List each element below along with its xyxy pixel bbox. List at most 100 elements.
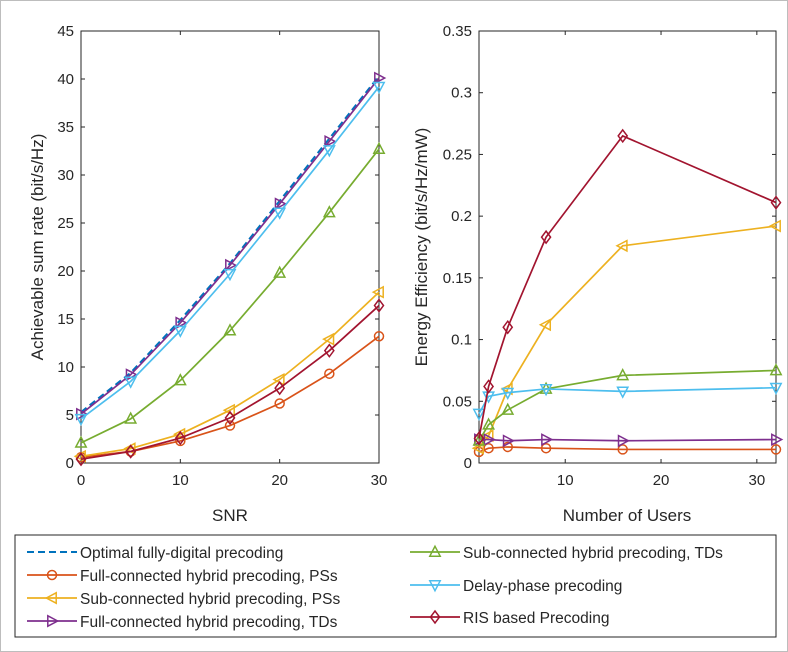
plot-right-xlabel: Number of Users [563, 506, 691, 525]
data-point-full-connected-hybrid-precoding-pss [617, 444, 628, 455]
series-line-full-connected-hybrid-precoding-tds [80, 77, 380, 415]
x-tick-label: 30 [748, 472, 765, 489]
series-ris-based-precoding [473, 128, 782, 446]
data-point-ris-based-precoding [473, 431, 485, 446]
data-point-full-connected-hybrid-precoding-pss [540, 442, 552, 454]
data-point-sub-connected-hybrid-precoding-pss [768, 219, 781, 233]
x-tick-label: 20 [271, 472, 288, 489]
y-tick-label: 10 [57, 359, 74, 376]
plot-left-series [73, 71, 387, 467]
data-point-ris-based-precoding [75, 451, 87, 467]
series-full-connected-hybrid-precoding-tds [76, 71, 387, 421]
data-point-delay-phase-precoding [273, 207, 287, 220]
data-point-full-connected-hybrid-precoding-tds [175, 316, 188, 330]
legend-label: Delay-phase precoding [463, 578, 622, 595]
x-tick-label: 20 [653, 472, 670, 489]
legend-entry-delay-phase-precoding: Delay-phase precoding [410, 578, 622, 595]
y-tick-label: 20 [57, 263, 74, 280]
data-point-delay-phase-precoding [322, 145, 336, 158]
legend-marker [46, 569, 58, 581]
series-delay-phase-precoding [74, 81, 386, 427]
series-line-full-connected-hybrid-precoding-tds [479, 438, 777, 442]
data-point-sub-connected-hybrid-precoding-pss [481, 429, 494, 443]
data-point-full-connected-hybrid-precoding-pss [483, 442, 494, 454]
data-point-sub-connected-hybrid-precoding-tds [74, 435, 88, 448]
data-point-sub-connected-hybrid-precoding-tds [616, 368, 630, 381]
legend: Optimal fully-digital precoding Full-conn… [14, 534, 777, 638]
data-point-delay-phase-precoding [501, 387, 515, 400]
data-point-sub-connected-hybrid-precoding-tds [501, 402, 515, 415]
data-point-sub-connected-hybrid-precoding-tds [372, 141, 386, 155]
data-point-full-connected-hybrid-precoding-tds [374, 71, 387, 85]
plot-right-ticks: 10 20 30 0 0.05 0.1 0.15 0.2 0.25 0.3 0.35 [443, 23, 776, 489]
legend-label: Full-connected hybrid precoding, PSs [80, 568, 338, 585]
data-point-delay-phase-precoding [372, 81, 386, 94]
y-tick-label: 0.2 [451, 208, 472, 225]
data-point-full-connected-hybrid-precoding-pss [324, 368, 335, 379]
plot-right: 10 20 30 0 0.05 0.1 0.15 0.2 0.25 0.3 0.35 Number … [412, 23, 784, 525]
data-point-full-connected-hybrid-precoding-tds [502, 434, 516, 448]
plot-left-box [80, 30, 380, 464]
data-point-delay-phase-precoding [124, 376, 138, 389]
data-point-full-connected-hybrid-precoding-tds [274, 197, 287, 211]
data-point-full-connected-hybrid-precoding-tds [617, 434, 631, 448]
data-point-sub-connected-hybrid-precoding-tds [223, 323, 237, 336]
legend-label: Sub-connected hybrid precoding, PSs [80, 591, 340, 608]
data-point-sub-connected-hybrid-precoding-tds [273, 265, 287, 278]
data-point-sub-connected-hybrid-precoding-pss [615, 239, 628, 253]
y-tick-label: 0.15 [443, 270, 472, 287]
series-ris-based-precoding [75, 298, 385, 467]
series-line-optimal-fully-digital-precoding [80, 75, 380, 413]
series-line-sub-connected-hybrid-precoding-tds [80, 148, 380, 444]
data-point-ris-based-precoding [617, 128, 629, 144]
data-point-sub-connected-hybrid-precoding-pss [371, 285, 384, 299]
data-point-delay-phase-precoding [472, 408, 486, 421]
legend-entry-optimal-fully-digital-precoding: Optimal fully-digital precoding [27, 545, 283, 562]
legend-marker [429, 609, 441, 625]
data-point-sub-connected-hybrid-precoding-pss [538, 318, 552, 332]
data-point-ris-based-precoding [540, 229, 552, 245]
data-point-full-connected-hybrid-precoding-tds [225, 258, 238, 272]
plot-left-ylabel: Achievable sum rate (bit/s/Hz) [28, 134, 47, 361]
series-line-full-connected-hybrid-precoding-pss [478, 446, 776, 453]
data-point-full-connected-hybrid-precoding-pss [274, 398, 285, 409]
legend-label: Optimal fully-digital precoding [80, 545, 283, 562]
data-point-full-connected-hybrid-precoding-pss [373, 331, 385, 342]
y-tick-label: 0.25 [443, 146, 472, 163]
data-point-ris-based-precoding [770, 195, 782, 210]
data-point-sub-connected-hybrid-precoding-tds [482, 417, 496, 430]
y-tick-label: 35 [57, 119, 74, 136]
data-point-full-connected-hybrid-precoding-tds [483, 433, 496, 446]
x-tick-label: 30 [371, 472, 388, 489]
legend-marker [44, 591, 57, 605]
data-point-delay-phase-precoding [539, 383, 553, 397]
data-point-delay-phase-precoding [223, 268, 237, 282]
plot-right-series [471, 128, 784, 458]
data-point-ris-based-precoding [125, 444, 137, 459]
y-tick-label: 5 [66, 407, 74, 424]
data-point-full-connected-hybrid-precoding-tds [324, 134, 337, 148]
data-point-delay-phase-precoding [616, 386, 630, 399]
data-point-sub-connected-hybrid-precoding-tds [173, 373, 187, 386]
legend-marker [428, 544, 442, 557]
y-tick-label: 0 [66, 455, 74, 472]
series-line-ris-based-precoding [80, 304, 380, 461]
legend-box [14, 534, 777, 638]
data-point-delay-phase-precoding [769, 382, 783, 396]
data-point-full-connected-hybrid-precoding-tds [771, 433, 784, 446]
y-tick-label: 40 [57, 71, 74, 88]
data-point-delay-phase-precoding [173, 325, 187, 338]
legend-entry-ris-based-precoding: RIS based Precoding [410, 609, 609, 627]
data-point-sub-connected-hybrid-precoding-tds [124, 411, 138, 424]
series-line-sub-connected-hybrid-precoding-pss [80, 291, 380, 458]
x-tick-label: 10 [557, 472, 574, 489]
data-point-sub-connected-hybrid-precoding-pss [173, 427, 186, 441]
series-line-delay-phase-precoding [80, 86, 380, 420]
data-point-full-connected-hybrid-precoding-pss [224, 420, 236, 431]
legend-entry-full-connected-hybrid-precoding-tds: Full-connected hybrid precoding, TDs [27, 614, 338, 631]
series-sub-connected-hybrid-precoding-tds [74, 141, 386, 448]
y-tick-label: 0 [464, 455, 472, 472]
x-tick-label: 0 [77, 472, 85, 489]
data-point-sub-connected-hybrid-precoding-tds [769, 363, 783, 376]
